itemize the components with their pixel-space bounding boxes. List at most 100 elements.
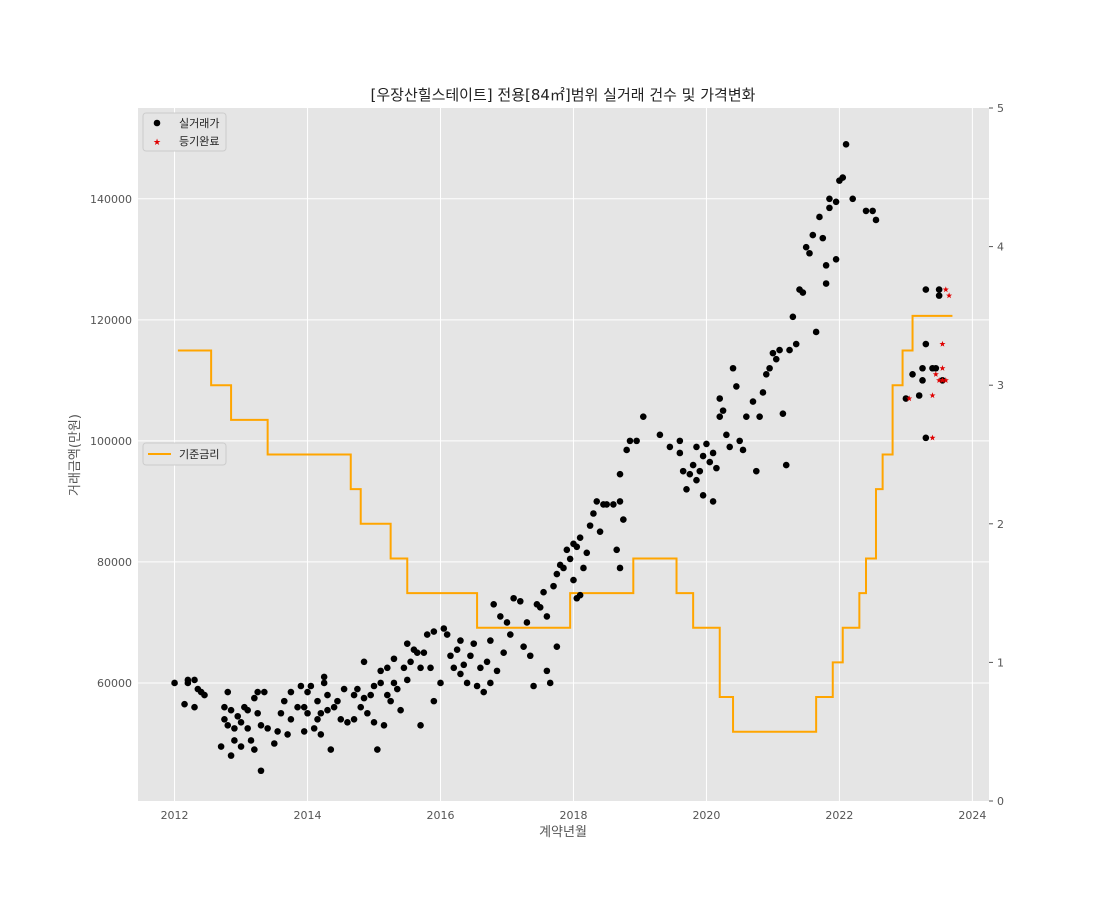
- trade-point: [374, 746, 381, 753]
- trade-point: [516, 597, 524, 605]
- trade-point: [287, 715, 295, 723]
- trade-point: [560, 564, 567, 572]
- trade-point: [603, 501, 611, 508]
- trade-point: [251, 694, 258, 702]
- x-tick-label: 2020: [692, 809, 720, 822]
- trade-point: [191, 703, 198, 711]
- trade-point: [772, 355, 780, 363]
- trade-point: [493, 667, 501, 675]
- trade-point: [184, 679, 192, 687]
- y2-tick-label: 2: [997, 518, 1004, 531]
- trade-point: [753, 467, 760, 475]
- trade-point: [616, 470, 624, 478]
- trade-point: [470, 640, 478, 647]
- trade-point: [935, 286, 943, 293]
- trade-point: [320, 679, 328, 687]
- trade-point: [766, 364, 773, 372]
- y-tick-label: 120000: [90, 314, 132, 327]
- trade-point: [709, 449, 717, 457]
- trade-point: [443, 631, 451, 638]
- trade-point: [403, 676, 411, 684]
- trade-point: [862, 207, 870, 215]
- trade-point: [447, 652, 454, 660]
- trade-point: [224, 688, 232, 696]
- trade-point: [716, 413, 724, 420]
- y-tick-label: 60000: [97, 677, 132, 690]
- trade-point: [277, 709, 285, 717]
- trade-point: [909, 371, 916, 378]
- trade-point: [769, 349, 777, 357]
- trade-point: [337, 715, 345, 723]
- trade-point: [457, 670, 464, 678]
- x-axis-ticks: 2012 2014 2016 2018 2020 2022 2024: [161, 809, 987, 822]
- trade-point: [350, 691, 358, 699]
- trade-point: [553, 570, 561, 578]
- trade-point: [370, 682, 378, 690]
- trade-point: [437, 679, 444, 687]
- trade-point: [304, 688, 311, 696]
- trade-point: [576, 534, 584, 542]
- trade-point: [450, 664, 458, 672]
- trade-point: [247, 737, 255, 744]
- trade-point: [799, 289, 807, 296]
- trade-point: [842, 141, 850, 148]
- trade-point: [543, 667, 551, 675]
- registered-point: [942, 286, 949, 293]
- trade-point: [500, 649, 507, 657]
- trade-point: [553, 643, 561, 650]
- trade-point: [713, 464, 720, 472]
- trade-point: [487, 679, 494, 687]
- trade-point: [789, 313, 797, 321]
- x-tick-label: 2014: [294, 809, 322, 822]
- trade-point: [782, 461, 790, 469]
- y2-axis-ticks: 0 1 2 3 4 5: [989, 102, 1004, 808]
- trade-point: [417, 664, 424, 672]
- trade-point: [467, 652, 474, 660]
- trade-point: [729, 364, 737, 372]
- trade-point: [570, 576, 577, 584]
- trade-point: [261, 688, 268, 696]
- trade-point: [546, 679, 554, 687]
- y-axis-label: 거래금액(만원): [68, 414, 83, 496]
- y2-tick-label: 1: [997, 656, 1004, 669]
- rate-step-line: [177, 314, 953, 733]
- trade-point: [709, 498, 717, 505]
- trade-point: [902, 395, 910, 402]
- trade-point: [300, 728, 308, 735]
- legend-registered-marker: ★: [153, 138, 161, 148]
- trade-point: [473, 682, 481, 690]
- trade-point: [497, 613, 504, 620]
- trade-point: [364, 709, 371, 717]
- trade-point: [287, 688, 295, 696]
- trade-point: [566, 555, 574, 563]
- trade-point: [480, 688, 488, 696]
- x-tick-label: 2018: [559, 809, 587, 822]
- trade-point: [254, 688, 261, 696]
- trade-point: [413, 649, 421, 657]
- registered-points: [906, 286, 953, 441]
- trade-point: [430, 628, 438, 635]
- trade-point: [676, 449, 684, 457]
- trade-point: [749, 398, 757, 405]
- trade-points: [171, 141, 946, 775]
- trade-point: [257, 767, 265, 775]
- trade-point: [224, 722, 232, 729]
- registered-point: [906, 395, 913, 402]
- trade-point: [832, 198, 840, 206]
- trade-point: [806, 249, 813, 257]
- trade-point: [693, 476, 700, 484]
- trade-point: [314, 697, 321, 705]
- trade-point: [344, 719, 351, 726]
- trade-point: [822, 262, 830, 269]
- trade-point: [580, 564, 587, 572]
- trade-point: [384, 691, 391, 699]
- trade-point: [586, 522, 594, 529]
- trade-point: [221, 715, 228, 723]
- trade-point: [779, 410, 787, 417]
- trade-point: [699, 492, 707, 499]
- trade-point: [826, 195, 833, 203]
- trade-point: [816, 213, 823, 221]
- trade-point: [726, 443, 734, 451]
- trade-point: [360, 694, 368, 702]
